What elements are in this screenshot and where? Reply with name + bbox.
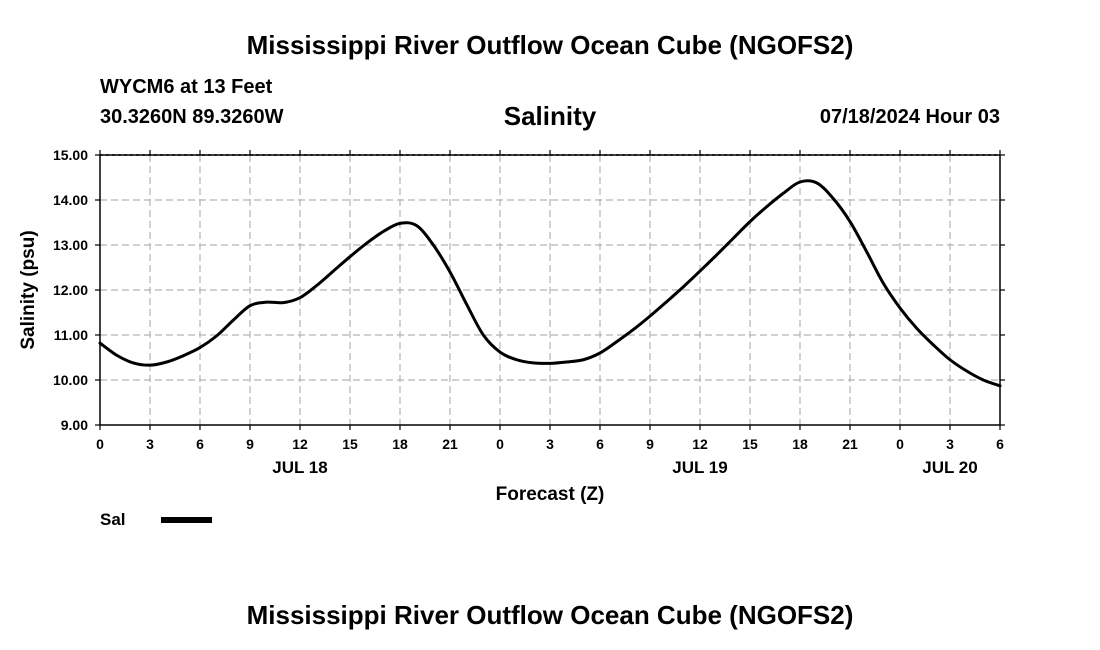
axis-ticks (95, 150, 1005, 430)
x-tick-label: 18 (392, 436, 408, 452)
coordinates-label: 30.3260N 89.3260W (100, 106, 284, 128)
y-tick-label: 14.00 (53, 192, 88, 208)
y-tick-label: 11.00 (54, 327, 88, 343)
x-tick-label: 21 (842, 436, 858, 452)
x-tick-label: 6 (196, 436, 204, 452)
x-tick-label: 0 (96, 436, 104, 452)
day-label: JUL 20 (922, 458, 977, 477)
series-layer (98, 179, 1002, 388)
y-tick-label: 13.00 (53, 237, 88, 253)
y-tick-label: 10.00 (53, 372, 88, 388)
x-tick-label: 0 (496, 436, 504, 452)
x-tick-label: 9 (646, 436, 654, 452)
day-label: JUL 19 (672, 458, 727, 477)
legend-swatch (161, 517, 212, 523)
x-tick-label: 6 (596, 436, 604, 452)
series-line-sal (98, 179, 1002, 388)
y-tick-label: 15.00 (53, 147, 88, 163)
x-axis-label: Forecast (Z) (496, 484, 605, 505)
legend-label: Sal (100, 510, 126, 529)
x-tick-label: 15 (742, 436, 758, 452)
axis-tick-labels: 0 3 6 9 12 15 18 21 0 3 6 9 12 15 18 21 0 3 6 9.00 10.00 11.0… (53, 147, 1004, 477)
x-tick-label: 21 (442, 436, 458, 452)
chart-title: Salinity (503, 101, 597, 131)
y-axis-label: Salinity (psu) (18, 230, 39, 349)
day-label: JUL 18 (272, 458, 327, 477)
x-tick-label: 9 (246, 436, 254, 452)
x-tick-label: 15 (342, 436, 358, 452)
x-tick-label: 6 (996, 436, 1004, 452)
forecast-date-label: 07/18/2024 Hour 03 (819, 106, 1000, 128)
y-tick-label: 12.00 (53, 282, 88, 298)
x-tick-label: 12 (292, 436, 308, 452)
x-tick-label: 12 (692, 436, 708, 452)
footer-title: Mississippi River Outflow Ocean Cube (NG… (246, 600, 854, 630)
station-label: WYCM6 at 13 Feet (100, 76, 273, 98)
x-tick-label: 3 (146, 436, 154, 452)
page-title: Mississippi River Outflow Ocean Cube (NG… (246, 30, 854, 60)
y-tick-label: 9.00 (61, 417, 88, 433)
x-tick-label: 3 (546, 436, 554, 452)
x-tick-label: 3 (946, 436, 954, 452)
x-tick-label: 0 (896, 436, 904, 452)
chart-gridlines (100, 154, 1000, 425)
x-tick-label: 18 (792, 436, 808, 452)
